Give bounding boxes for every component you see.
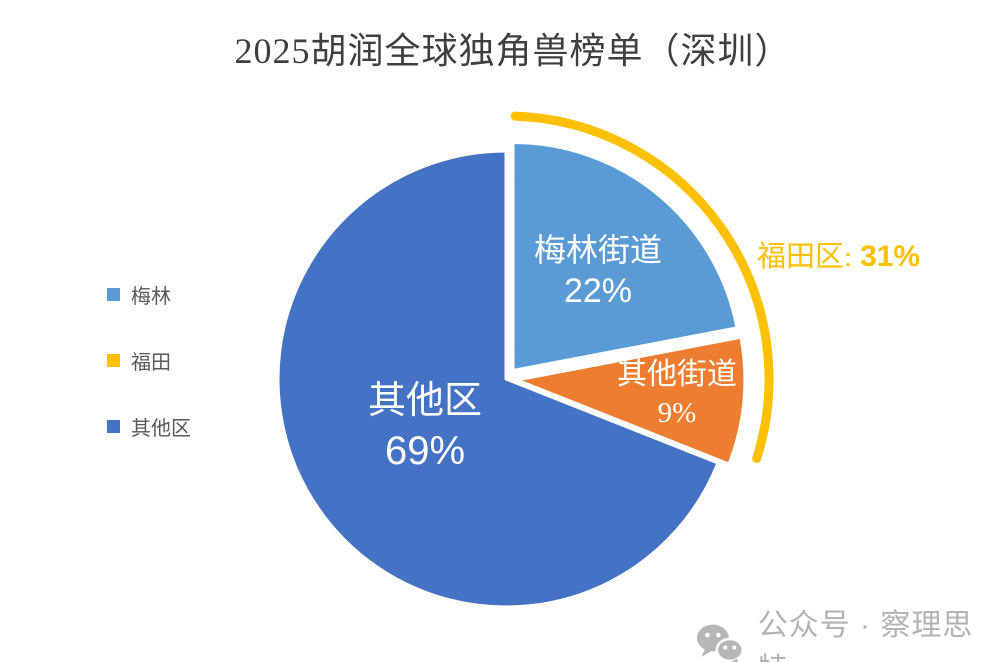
slice-percent: 22% [563, 272, 633, 310]
slice-percent: 69% [384, 428, 466, 473]
pie-slice-meilin-jiedao [511, 141, 739, 373]
futian-annotation: 福田区: 31% [757, 240, 920, 274]
pie-slice-qita-jiedao [515, 335, 747, 466]
futian-highlight-arc [510, 111, 774, 464]
slice-label-qita-jiedao: 其他街道 9% [617, 356, 737, 430]
watermark: 公众号 · 察理思特 [694, 600, 1003, 662]
legend-item-futian: 福田 [107, 346, 191, 375]
slice-label-qita-qu: 其他区 69% [368, 378, 482, 474]
annotation-label: 福田区: [757, 241, 853, 273]
slice-name: 梅林街道 [533, 232, 663, 268]
legend-label-meilin: 梅林 [131, 286, 171, 308]
legend-swatch-qitaqu [107, 420, 120, 433]
slice-label-meilin-jiedao: 梅林街道 22% [534, 230, 662, 311]
slice-percent: 9% [657, 396, 697, 429]
annotation-value: 31% [860, 240, 921, 273]
legend-item-qitaqu: 其他区 [107, 412, 191, 441]
chart-title: 2025胡润全球独角兽榜单（深圳） [234, 31, 792, 71]
legend: 梅林 福田 其他区 [107, 280, 191, 441]
legend-label-qitaqu: 其他区 [131, 418, 191, 440]
legend-swatch-futian [107, 354, 120, 367]
wechat-icon [696, 624, 744, 662]
legend-label-futian: 福田 [131, 352, 171, 374]
legend-item-meilin: 梅林 [107, 280, 191, 309]
slice-name: 其他街道 [617, 358, 737, 391]
pie-slice-qita-qu [276, 149, 720, 609]
watermark-text: 公众号 · 察理思特 [757, 609, 974, 662]
legend-swatch-meilin [107, 288, 120, 301]
slice-name: 其他区 [367, 380, 483, 422]
